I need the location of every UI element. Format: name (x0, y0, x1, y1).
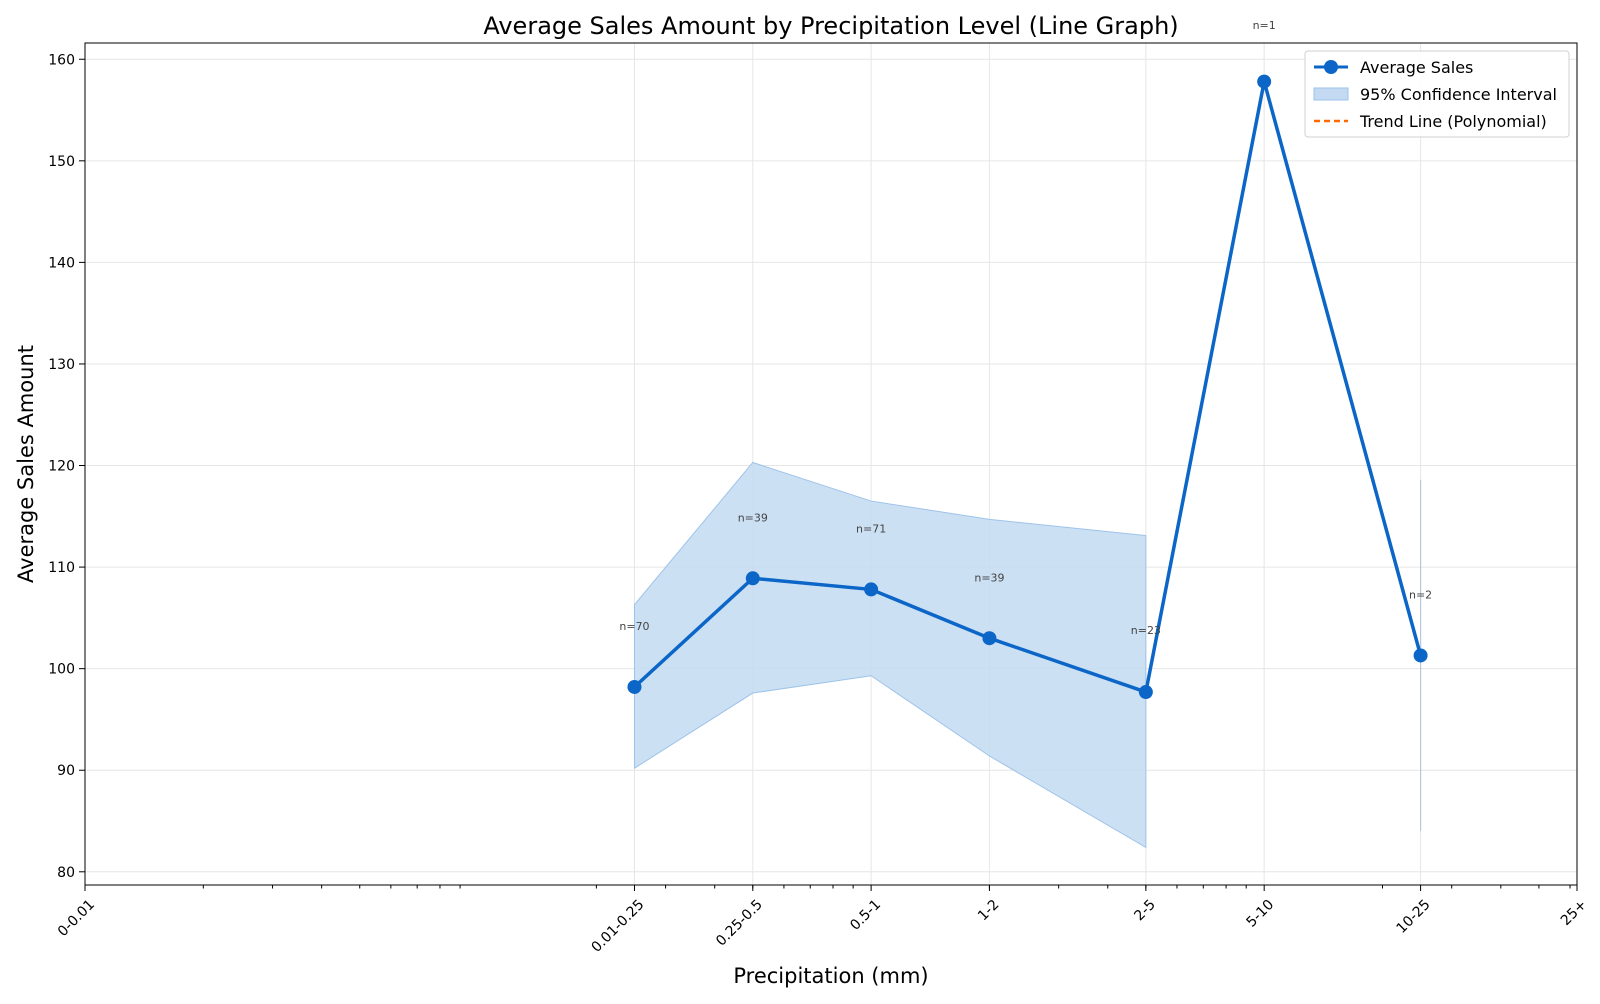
legend: Average Sales 95% Confidence Interval Tr… (1304, 50, 1570, 138)
y-axis-ticks: 80 90 100 110 120 130 140 150 160 (48, 52, 85, 881)
sample-count-label: n=23 (1131, 624, 1161, 637)
y-tick-label: 80 (57, 865, 75, 881)
confidence-band-area (633, 461, 1147, 849)
legend-confidence-interval-label: 95% Confidence Interval (1360, 85, 1557, 104)
legend-box (1304, 50, 1570, 138)
y-tick-label: 150 (48, 154, 75, 170)
data-point-5-10 (1257, 74, 1272, 89)
series-points (627, 74, 1428, 700)
data-point-0.5-1 (864, 582, 879, 597)
sample-count-label: n=71 (856, 523, 886, 536)
y-tick-label: 110 (48, 560, 75, 576)
chart-title: Average Sales Amount by Precipitation Le… (483, 12, 1178, 40)
sample-count-labels: n=70 n=39 n=71 n=39 n=23 n=1 n=2 (619, 19, 1432, 637)
data-point-0.01-0.25 (627, 679, 642, 694)
sample-count-label: n=39 (738, 511, 768, 524)
data-point-10-25 (1413, 648, 1428, 663)
y-tick-label: 90 (57, 763, 75, 779)
y-tick-label: 100 (48, 662, 75, 678)
plot-frame (84, 42, 1578, 886)
legend-average-sales-label: Average Sales (1360, 58, 1473, 77)
y-tick-label: 160 (48, 52, 75, 68)
legend-average-sales-swatch-marker (1324, 60, 1338, 74)
sample-count-label: n=2 (1409, 589, 1432, 602)
y-tick-label: 130 (48, 357, 75, 373)
y-tick-label: 140 (48, 255, 75, 271)
sample-count-label: n=1 (1253, 19, 1276, 32)
legend-confidence-interval-swatch (1313, 87, 1349, 101)
data-point-1-2 (982, 631, 997, 646)
data-point-2-5 (1138, 685, 1153, 700)
y-tick-label: 120 (48, 459, 75, 475)
y-axis-title: Average Sales Amount (14, 345, 38, 583)
sample-count-label: n=70 (619, 620, 649, 633)
data-point-0.25-0.5 (745, 571, 760, 586)
sample-count-label: n=39 (974, 571, 1004, 584)
legend-trend-line-label: Trend Line (Polynomial) (1359, 112, 1547, 131)
x-axis-title: Precipitation (mm) (733, 964, 928, 988)
